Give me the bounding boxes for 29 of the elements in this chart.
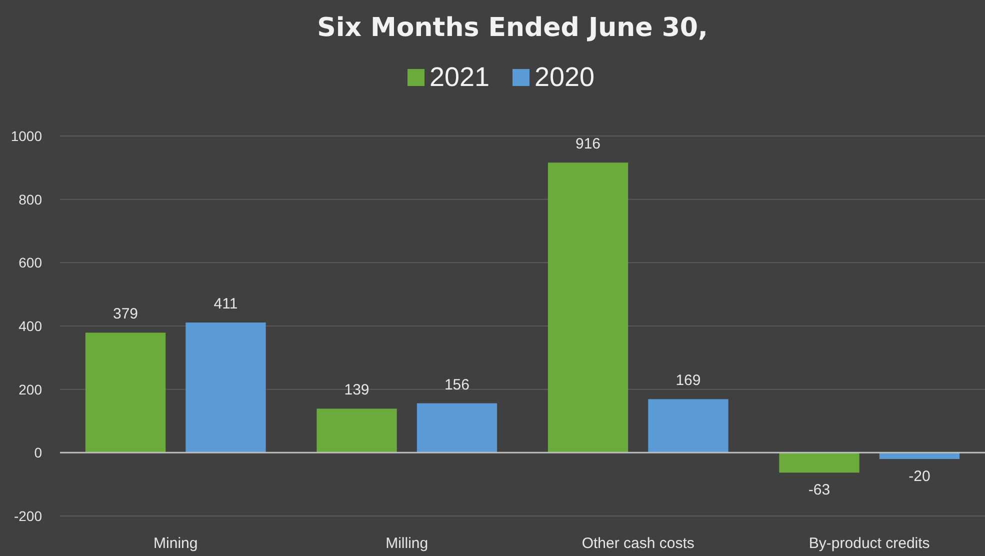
data-label: 379: [113, 306, 138, 323]
y-tick-label: -200: [14, 508, 42, 524]
data-label: 156: [444, 376, 470, 394]
bar: [316, 408, 397, 453]
legend-label: 2021: [430, 62, 490, 92]
y-tick-label: 600: [18, 254, 42, 271]
chart-title: Six Months Ended June 30,: [317, 13, 708, 43]
data-label: 169: [676, 372, 701, 390]
data-label: 411: [214, 296, 238, 313]
y-tick-label: 400: [18, 318, 42, 334]
bar: [85, 332, 166, 453]
data-label: -20: [908, 468, 930, 485]
x-tick-label: By-product credits: [808, 535, 930, 552]
bar: [548, 162, 628, 453]
bar: [416, 403, 498, 453]
y-tick-label: 200: [18, 381, 42, 398]
y-tick-label: 800: [18, 191, 42, 208]
y-tick-label: 1000: [10, 128, 42, 144]
data-label: 916: [576, 136, 601, 153]
data-label: -63: [808, 482, 830, 499]
legend-label: 2020: [534, 62, 595, 92]
data-label: 139: [344, 382, 370, 399]
x-tick-label: Other cash costs: [582, 535, 694, 552]
y-tick-label: 0: [34, 444, 42, 461]
bar: [648, 399, 728, 453]
bar: [779, 452, 860, 473]
bar: [186, 322, 266, 453]
x-tick-label: Mining: [154, 535, 198, 552]
x-tick-label: Milling: [386, 535, 428, 552]
